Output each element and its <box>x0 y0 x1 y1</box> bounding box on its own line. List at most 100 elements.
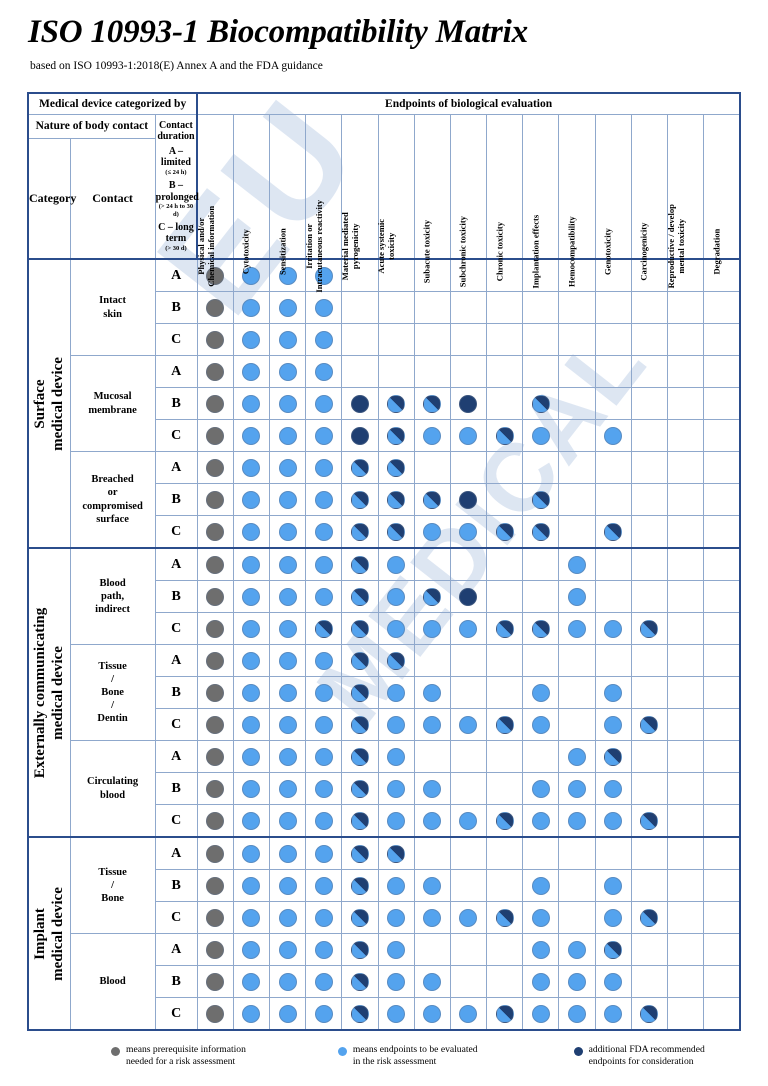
marker-blue-icon <box>604 811 623 830</box>
marker-gray-icon <box>206 266 225 285</box>
matrix-cell <box>269 483 307 516</box>
duration-option-1: A – limited (≤ 24 h) <box>160 145 191 176</box>
marker-blue-icon <box>423 779 442 798</box>
matrix-cell <box>305 580 343 613</box>
marker-blue-icon <box>314 940 333 959</box>
marker-blue-icon <box>242 426 261 445</box>
matrix-cell <box>449 547 488 581</box>
marker-blue-icon <box>387 908 406 927</box>
duration-option-2: B – prolonged (> 24 h to 30 d) <box>155 180 199 218</box>
matrix-cell <box>305 419 343 452</box>
marker-gray-icon <box>206 683 225 702</box>
matrix-cell <box>594 836 632 870</box>
matrix-cell <box>341 644 379 677</box>
matrix-cell <box>486 291 524 324</box>
marker-gray-icon <box>206 426 225 445</box>
marker-half-icon <box>350 972 369 991</box>
marker-gray-icon <box>206 458 225 477</box>
matrix-cell <box>377 997 415 1031</box>
matrix-cell <box>522 547 560 581</box>
matrix-cell <box>594 355 632 388</box>
matrix-cell <box>522 997 560 1031</box>
matrix-cell <box>449 580 488 613</box>
matrix-cell <box>630 515 668 549</box>
matrix-cell <box>449 901 488 934</box>
matrix-cell <box>305 901 343 934</box>
matrix-cell <box>196 965 234 998</box>
matrix-cell <box>558 580 596 613</box>
marker-half-icon <box>350 683 369 702</box>
table-row: C <box>28 419 742 452</box>
legend-line-2: needed for a risk assessment <box>126 1055 236 1067</box>
matrix-cell <box>269 580 307 613</box>
matrix-cell <box>449 740 488 773</box>
matrix-cell <box>413 740 451 773</box>
marker-blue-icon <box>531 876 550 895</box>
matrix-cell <box>196 804 234 838</box>
matrix-cell <box>413 676 451 709</box>
header-endpoints-of-biological-evaluation: Endpoints of biological evaluation <box>196 92 741 115</box>
marker-blue-icon <box>459 908 478 927</box>
matrix-cell <box>558 547 596 581</box>
matrix-cell <box>558 708 596 741</box>
table-row: Blood A <box>28 933 742 1031</box>
matrix-cell <box>232 355 271 388</box>
matrix-cell <box>630 419 668 452</box>
marker-blue-icon <box>314 779 333 798</box>
marker-blue-icon <box>242 651 261 670</box>
matrix-cell <box>522 836 560 870</box>
marker-blue-icon <box>242 362 261 381</box>
matrix-cell <box>522 708 560 741</box>
table-row: B <box>28 580 742 613</box>
matrix-cell <box>377 547 415 581</box>
contact-label: Blood <box>99 975 126 987</box>
marker-half-icon <box>314 619 333 638</box>
matrix-cell <box>594 708 632 741</box>
matrix-cell <box>666 676 705 709</box>
marker-blue-icon <box>567 587 586 606</box>
duration-cell: C <box>154 708 198 741</box>
matrix-cell <box>522 772 560 805</box>
matrix-cell <box>522 580 560 613</box>
marker-gray-icon <box>206 908 225 927</box>
matrix-cell <box>305 933 343 966</box>
matrix-cell <box>377 355 415 388</box>
matrix-cell <box>196 676 234 709</box>
matrix-cell <box>377 612 415 645</box>
matrix-cell <box>341 483 379 516</box>
matrix-cell <box>486 997 524 1031</box>
matrix-cell <box>341 515 379 549</box>
matrix-cell <box>196 933 234 966</box>
matrix-cell <box>703 869 742 902</box>
marker-blue-icon <box>242 587 261 606</box>
endpoint-header-9: Chronic toxicity <box>486 114 524 282</box>
marker-blue-icon <box>567 747 586 766</box>
marker-blue-icon <box>242 490 261 509</box>
matrix-cell <box>630 933 668 966</box>
table-row: C <box>28 804 742 838</box>
matrix-cell <box>594 772 632 805</box>
duration-cell: C <box>154 804 198 838</box>
marker-blue-icon <box>423 972 442 991</box>
matrix-cell <box>232 901 271 934</box>
marker-half-icon <box>423 394 442 413</box>
marker-blue-icon <box>242 266 261 285</box>
matrix-cell <box>703 676 742 709</box>
marker-blue-icon <box>242 1004 261 1023</box>
matrix-cell <box>196 644 234 677</box>
matrix-cell <box>558 515 596 549</box>
duration-cell: C <box>154 901 198 934</box>
marker-blue-icon <box>604 619 623 638</box>
marker-gray-icon <box>206 811 225 830</box>
marker-blue-icon <box>604 972 623 991</box>
header-category: Category <box>27 137 76 260</box>
marker-half-icon <box>350 779 369 798</box>
marker-blue-icon <box>278 298 297 317</box>
matrix-cell <box>269 901 307 934</box>
endpoint-header-13: Carcinogenicity <box>630 114 668 281</box>
duration-cell: B <box>154 387 198 420</box>
matrix-cell <box>630 612 668 645</box>
marker-half-icon <box>387 426 406 445</box>
marker-blue-icon <box>242 330 261 349</box>
marker-half-icon <box>350 651 369 670</box>
